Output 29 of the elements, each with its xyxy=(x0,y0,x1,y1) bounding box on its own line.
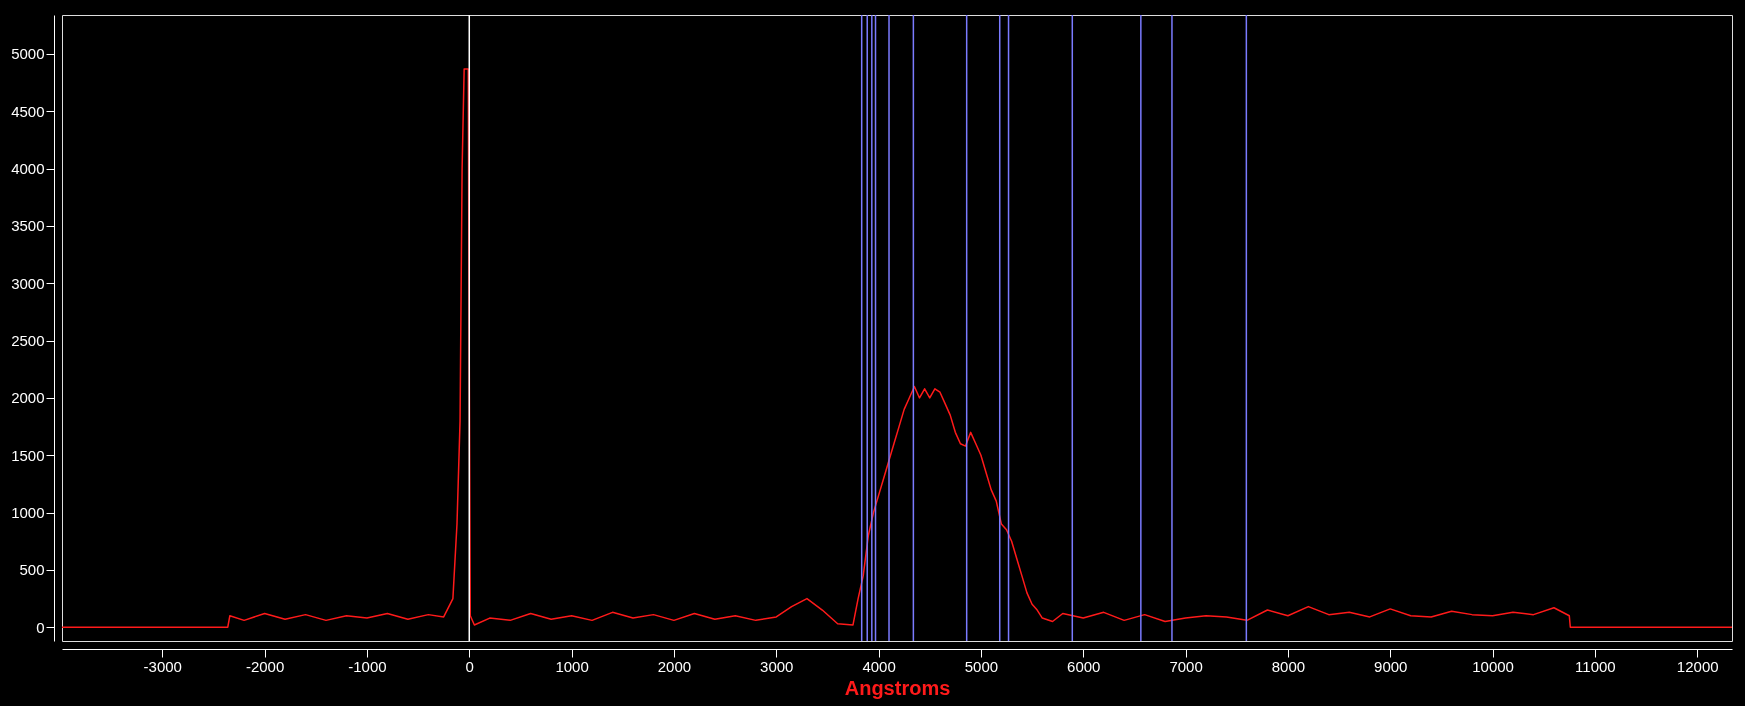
x-axis-title: Angstroms xyxy=(844,676,951,699)
x-tick-label: 7000 xyxy=(1169,657,1203,675)
x-tick-label: 4000 xyxy=(862,657,896,675)
y-tick-label: 1000 xyxy=(11,504,45,522)
x-tick-label: -2000 xyxy=(245,657,285,675)
y-tick-label: 3500 xyxy=(11,217,45,235)
x-tick-label: -1000 xyxy=(348,657,387,675)
x-tick-label: -3000 xyxy=(143,657,182,675)
y-tick-label: 4000 xyxy=(11,160,45,178)
y-tick-label: 3000 xyxy=(11,274,45,292)
y-tick-label: 4500 xyxy=(11,102,45,120)
x-tick-label: 6000 xyxy=(1067,657,1101,675)
y-tick-label: 1500 xyxy=(11,446,45,464)
x-tick-label: 1000 xyxy=(555,657,589,675)
y-tick-label: 0 xyxy=(36,618,45,636)
x-tick-label: 12000 xyxy=(1676,657,1719,675)
x-tick-label: 11000 xyxy=(1575,657,1616,675)
line-series xyxy=(61,68,1733,628)
x-tick-label: 10000 xyxy=(1472,657,1514,675)
x-tick-label: 3000 xyxy=(760,657,794,675)
y-tick-label: 5000 xyxy=(11,45,45,63)
x-tick-label: 5000 xyxy=(964,657,999,675)
y-tick-label: 500 xyxy=(19,561,45,579)
x-tick-label: 0 xyxy=(465,657,474,675)
x-tick-label: 9000 xyxy=(1374,657,1408,675)
y-tick-label: 2500 xyxy=(11,332,45,350)
x-tick-label: 8000 xyxy=(1271,657,1306,675)
y-tick-label: 2000 xyxy=(11,389,45,407)
x-tick-label: 2000 xyxy=(657,657,692,675)
